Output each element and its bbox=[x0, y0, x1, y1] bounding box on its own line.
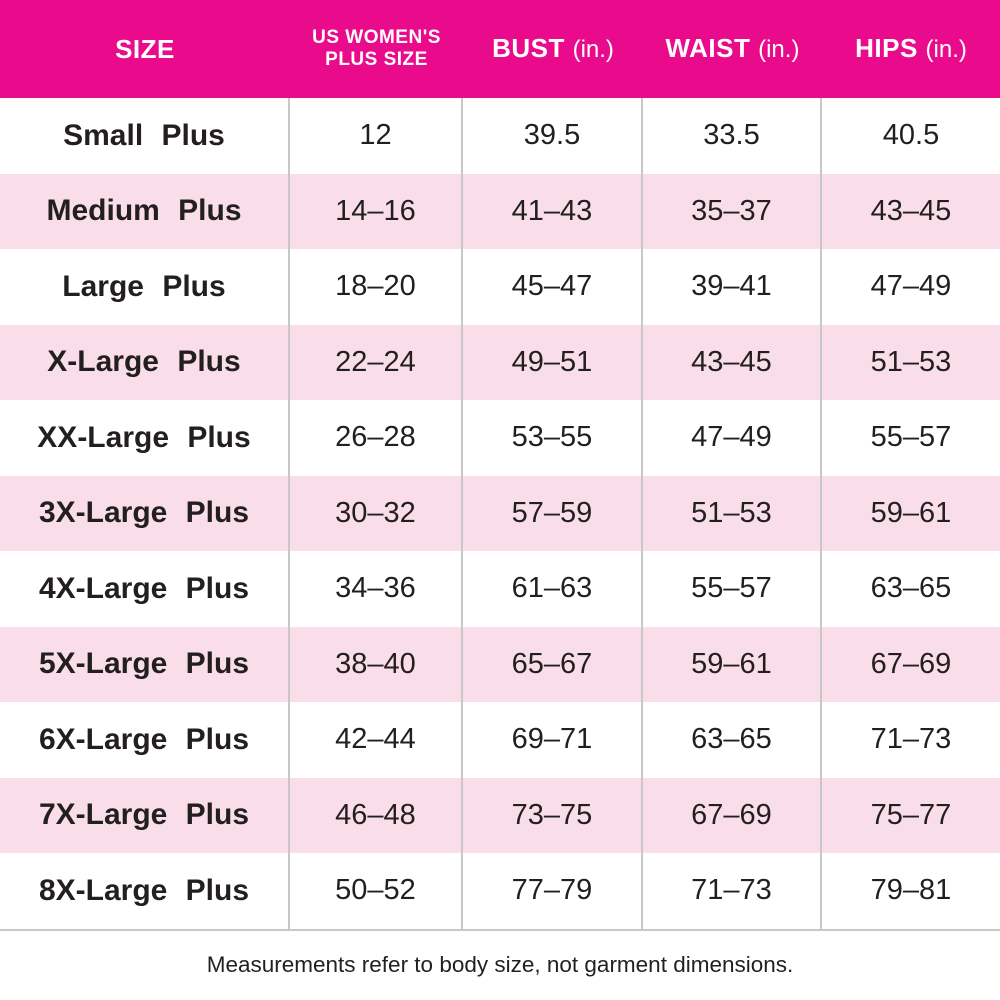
size-cell: 4X-Large Plus bbox=[0, 551, 290, 627]
waist-cell: 39–41 bbox=[643, 249, 822, 325]
table-row: Small Plus 12 39.5 33.5 40.5 bbox=[0, 98, 1000, 174]
us-plus-size-cell: 22–24 bbox=[290, 324, 463, 400]
hips-cell: 71–73 bbox=[870, 723, 952, 756]
bust-cell: 61–63 bbox=[463, 551, 643, 627]
waist-cell: 63–65 bbox=[643, 702, 822, 778]
bust-cell: 65–67 bbox=[463, 626, 643, 702]
us-plus-size-cell: 34–36 bbox=[290, 551, 463, 627]
bust-cell: 41–43 bbox=[463, 173, 643, 249]
column-header-waist-unit: (in.) bbox=[758, 36, 800, 64]
waist-cell: 47–49 bbox=[643, 400, 822, 476]
table-row: Large Plus 18–20 45–47 39–41 47–49 bbox=[0, 249, 1000, 325]
size-cell: 5X-Large Plus bbox=[0, 626, 290, 702]
waist-cell: 43–45 bbox=[643, 324, 822, 400]
size-cell: X-Large Plus bbox=[0, 324, 290, 400]
us-plus-size-cell: 38–40 bbox=[290, 626, 463, 702]
bust-cell: 45–47 bbox=[463, 249, 643, 325]
table-row: 7X-Large Plus 46–48 73–75 67–69 75–77 bbox=[0, 777, 1000, 853]
size-cell: 6X-Large Plus bbox=[0, 702, 290, 778]
us-plus-size-cell: 12 bbox=[290, 98, 463, 174]
table-row: 6X-Large Plus 42–44 69–71 63–65 71–73 bbox=[0, 702, 1000, 778]
us-plus-size-cell: 42–44 bbox=[290, 702, 463, 778]
hips-cell: 51–53 bbox=[870, 345, 952, 378]
column-header-bust-label: BUST bbox=[492, 33, 565, 64]
size-cell: Large Plus bbox=[0, 249, 290, 325]
us-plus-size-cell: 46–48 bbox=[290, 777, 463, 853]
hips-cell: 43–45 bbox=[870, 194, 952, 227]
column-header-size: SIZE bbox=[0, 33, 290, 64]
column-header-size-label: SIZE bbox=[115, 33, 175, 64]
bust-cell: 69–71 bbox=[463, 702, 643, 778]
table-body: Small Plus 12 39.5 33.5 40.5 Medium Plus… bbox=[0, 98, 1000, 931]
hips-cell: 59–61 bbox=[870, 496, 952, 529]
us-plus-size-cell: 14–16 bbox=[290, 173, 463, 249]
waist-cell: 33.5 bbox=[643, 98, 822, 174]
column-header-bust: BUST (in.) bbox=[463, 34, 643, 63]
column-header-bust-unit: (in.) bbox=[572, 36, 614, 64]
waist-cell: 59–61 bbox=[643, 626, 822, 702]
bust-cell: 49–51 bbox=[463, 324, 643, 400]
hips-cell: 67–69 bbox=[870, 647, 952, 680]
column-header-us-plus-size: US WOMEN'S PLUS SIZE bbox=[290, 27, 463, 71]
waist-cell: 51–53 bbox=[643, 475, 822, 551]
column-header-hips: HIPS (in.) bbox=[822, 34, 1000, 63]
table-row: Medium Plus 14–16 41–43 35–37 43–45 bbox=[0, 173, 1000, 249]
size-cell: 3X-Large Plus bbox=[0, 475, 290, 551]
bust-cell: 77–79 bbox=[463, 853, 643, 929]
column-header-hips-label: HIPS bbox=[855, 33, 918, 64]
size-cell: Small Plus bbox=[0, 98, 290, 174]
table-row: 3X-Large Plus 30–32 57–59 51–53 59–61 bbox=[0, 475, 1000, 551]
table-row: XX-Large Plus 26–28 53–55 47–49 55–57 bbox=[0, 400, 1000, 476]
waist-cell: 35–37 bbox=[643, 173, 822, 249]
hips-cell: 79–81 bbox=[870, 874, 952, 907]
size-cell: 7X-Large Plus bbox=[0, 777, 290, 853]
column-header-hips-unit: (in.) bbox=[925, 36, 967, 64]
bust-cell: 73–75 bbox=[463, 777, 643, 853]
waist-cell: 71–73 bbox=[643, 853, 822, 929]
size-cell: Medium Plus bbox=[0, 173, 290, 249]
table-header-row: SIZE US WOMEN'S PLUS SIZE BUST (in.) WAI… bbox=[0, 0, 1000, 98]
waist-cell: 67–69 bbox=[643, 777, 822, 853]
footer-note: Measurements refer to body size, not gar… bbox=[206, 952, 794, 978]
us-plus-size-cell: 26–28 bbox=[290, 400, 463, 476]
column-header-us-plus-size-line1: US WOMEN'S bbox=[312, 27, 441, 49]
table-row: 5X-Large Plus 38–40 65–67 59–61 67–69 bbox=[0, 626, 1000, 702]
hips-cell: 75–77 bbox=[870, 798, 952, 831]
table-row: X-Large Plus 22–24 49–51 43–45 51–53 bbox=[0, 324, 1000, 400]
us-plus-size-cell: 30–32 bbox=[290, 475, 463, 551]
column-header-waist-label: WAIST bbox=[665, 33, 751, 64]
bust-cell: 39.5 bbox=[463, 98, 643, 174]
bust-cell: 53–55 bbox=[463, 400, 643, 476]
table-row: 8X-Large Plus 50–52 77–79 71–73 79–81 bbox=[0, 853, 1000, 929]
size-cell: XX-Large Plus bbox=[0, 400, 290, 476]
bust-cell: 57–59 bbox=[463, 475, 643, 551]
hips-cell: 40.5 bbox=[882, 119, 940, 152]
hips-cell: 63–65 bbox=[870, 572, 952, 605]
us-plus-size-cell: 18–20 bbox=[290, 249, 463, 325]
waist-cell: 55–57 bbox=[643, 551, 822, 627]
hips-cell: 55–57 bbox=[870, 421, 952, 454]
column-header-waist: WAIST (in.) bbox=[643, 34, 822, 63]
us-plus-size-cell: 50–52 bbox=[290, 853, 463, 929]
hips-cell: 47–49 bbox=[870, 270, 952, 303]
column-header-us-plus-size-line2: PLUS SIZE bbox=[325, 49, 428, 70]
table-row: 4X-Large Plus 34–36 61–63 55–57 63–65 bbox=[0, 551, 1000, 627]
size-cell: 8X-Large Plus bbox=[0, 853, 290, 929]
